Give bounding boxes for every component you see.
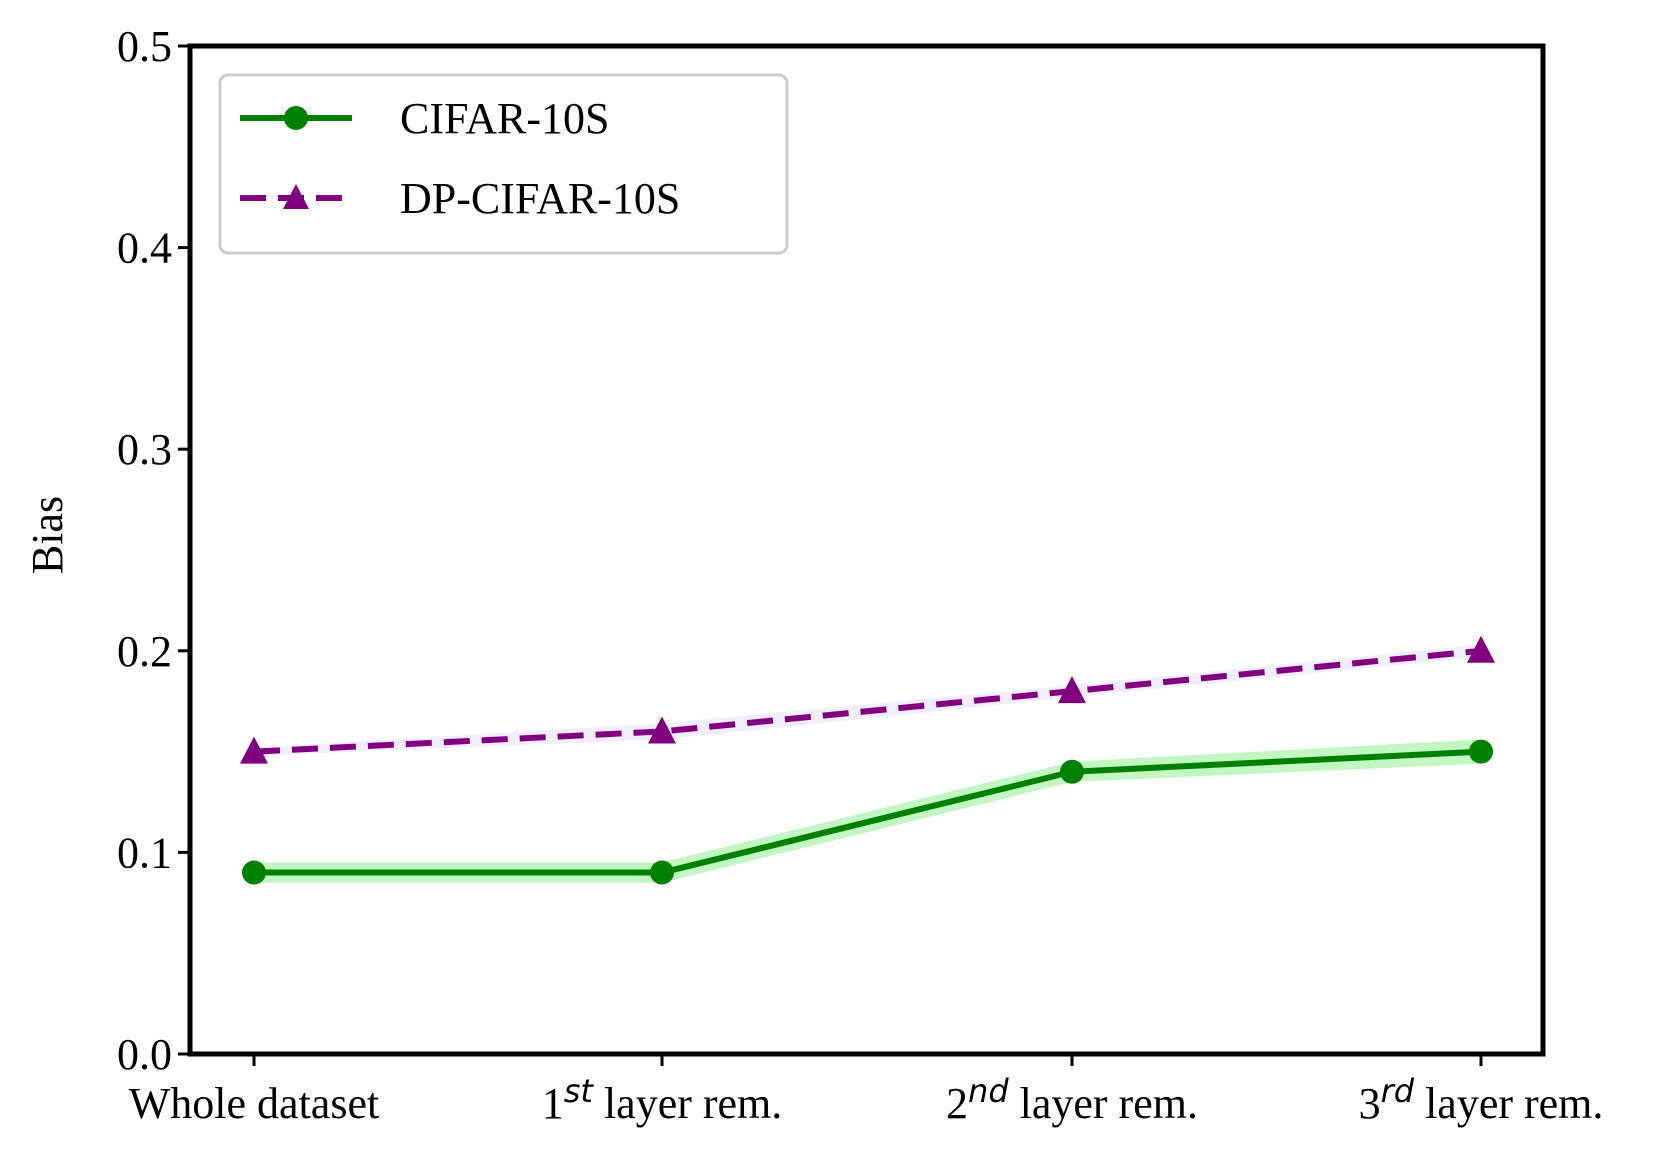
- x-tick-label-base: Whole dataset: [129, 1079, 379, 1128]
- legend-label-1: CIFAR-10S: [400, 94, 609, 143]
- x-tick-label-rest: layer rem.: [593, 1079, 782, 1128]
- data-point-triangle: [1467, 635, 1495, 663]
- data-point-circle: [1060, 759, 1084, 784]
- y-tick-label: 0.3: [117, 425, 172, 474]
- y-tick-label: 0.2: [117, 627, 172, 676]
- legend-box: [218, 73, 789, 255]
- plot-frame: [187, 43, 1546, 1057]
- series-lines: [253, 647, 1482, 876]
- data-point-triangle: [240, 736, 268, 764]
- series-line-2: [253, 647, 1482, 755]
- data-point-triangle: [1058, 676, 1086, 704]
- y-tick-label: 0.0: [117, 1030, 172, 1079]
- x-tick-label-superscript: nd: [968, 1072, 1009, 1110]
- x-tick-label-base: 3: [1359, 1079, 1381, 1128]
- data-point-circle: [1469, 739, 1493, 764]
- x-axis: Whole dataset 1st layer rem. 2nd layer rem…: [129, 1054, 1604, 1128]
- data-point-circle: [650, 860, 674, 885]
- legend-label-2: DP-CIFAR-10S: [400, 174, 680, 223]
- legend-marker-triangle: [283, 184, 309, 209]
- data-point-triangle: [648, 716, 676, 744]
- x-tick-label: Whole dataset: [129, 1079, 379, 1128]
- error-bands: [254, 644, 1481, 883]
- y-tick-label: 0.4: [117, 224, 172, 273]
- x-tick-label-rest: layer rem.: [1414, 1079, 1603, 1128]
- y-axis-label: Bias: [23, 496, 72, 574]
- x-tick-label-rest: layer rem.: [1009, 1079, 1198, 1128]
- x-tick-label-superscript: rd: [1381, 1072, 1415, 1110]
- legend: CIFAR-10S DP-CIFAR-10S: [218, 73, 789, 255]
- x-tick-label-superscript: st: [564, 1072, 595, 1110]
- y-tick-label: 0.5: [117, 22, 172, 71]
- series-line-1: [254, 748, 1482, 876]
- x-tick-label-base: 2: [946, 1079, 968, 1128]
- y-tick-label: 0.1: [117, 828, 172, 877]
- series-markers: [240, 635, 1495, 885]
- legend-marker-circle: [284, 106, 308, 130]
- x-tick-label-base: 1: [542, 1079, 564, 1128]
- error-band-2: [254, 644, 1481, 756]
- x-tick-label: 1st layer rem.: [542, 1072, 783, 1128]
- x-tick-label: 3rd layer rem.: [1359, 1072, 1604, 1128]
- error-band-1: [254, 739, 1481, 883]
- y-axis: 0.0 0.1 0.2 0.3 0.4 0.5: [117, 22, 190, 1079]
- data-point-circle: [242, 860, 266, 885]
- x-tick-label: 2nd layer rem.: [946, 1072, 1198, 1128]
